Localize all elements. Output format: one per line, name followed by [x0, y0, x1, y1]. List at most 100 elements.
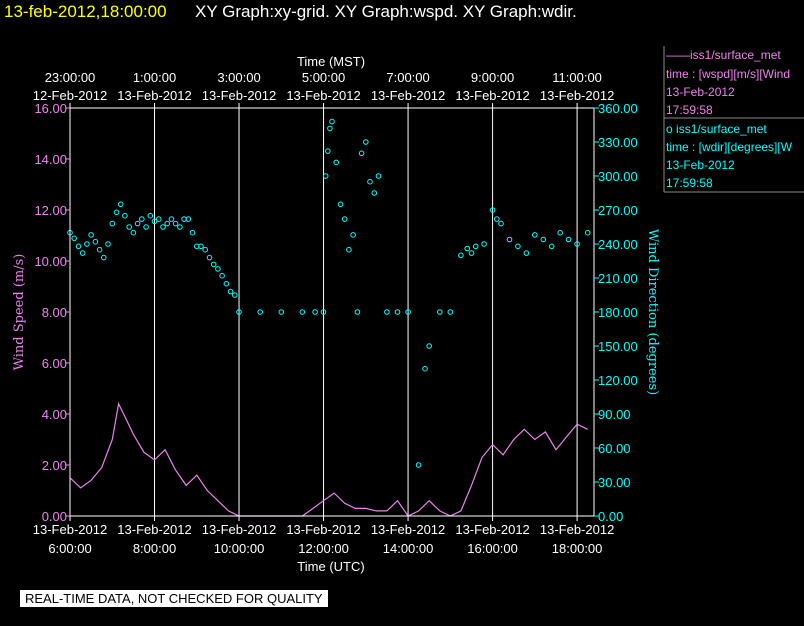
series-wdir-point — [437, 309, 443, 315]
x-tick-label-date: 13-Feb-2012 — [540, 522, 614, 537]
series-wdir-point — [532, 232, 538, 238]
quality-notice: REAL-TIME DATA, NOT CHECKED FOR QUALITY — [20, 590, 328, 607]
series-wdir-point — [367, 178, 373, 185]
series-wdir-point — [79, 250, 86, 256]
series-wdir-point — [523, 250, 530, 256]
legend-wdir-title: o iss1/surface_met — [666, 122, 767, 136]
x-tick-label-time: 8:00:00 — [133, 541, 176, 556]
y-tick-label-left: 2.00 — [42, 458, 67, 473]
y-tick-label-right: 240.00 — [598, 237, 638, 252]
series-wdir-point — [278, 309, 285, 315]
series-wdir-point — [88, 232, 94, 238]
series-wdir-point — [506, 236, 513, 243]
right-axis-ticks: 0.00 30.00 60.00 90.00 120.00 150.00 180.00 210… — [594, 101, 638, 524]
legend-wdir-date: 13-Feb-2012 — [666, 158, 735, 172]
series-wdir-point — [139, 216, 145, 222]
series-wdir-point — [584, 229, 591, 236]
series-wdir-point — [426, 343, 433, 349]
y-tick-label-right: 120.00 — [598, 373, 638, 388]
series-wdir-point — [574, 241, 580, 247]
y-tick-label-left: 14.00 — [34, 152, 67, 167]
series-wdir-point — [375, 173, 382, 179]
series-wdir-point — [540, 236, 547, 243]
series-wdir-point — [415, 462, 422, 468]
top-tick-label-date: 13-Feb-2012 — [540, 88, 614, 103]
series-wdir-point — [494, 216, 500, 222]
series-wdir-point — [134, 220, 141, 227]
series-wdir-point — [147, 212, 154, 219]
series-wdir-point — [113, 209, 120, 216]
x-tick-label-time: 12:00:00 — [298, 541, 349, 556]
series-wdir-point — [155, 216, 162, 222]
y-tick-label-right: 270.00 — [598, 203, 638, 218]
series-wdir-point — [350, 232, 356, 238]
legend-wspd-time: 17:59:58 — [666, 103, 713, 117]
series-wdir-point — [168, 216, 175, 222]
y-tick-label-left: 16.00 — [34, 101, 67, 116]
top-tick-label-date: 13-Feb-2012 — [455, 88, 529, 103]
x-axis-label-bottom: Time (UTC) — [297, 559, 364, 574]
series-wdir-point — [71, 235, 77, 242]
series-wdir-point — [172, 220, 179, 227]
series-wdir-point — [447, 309, 454, 315]
series-wdir-point — [105, 241, 111, 247]
top-tick-label-date: 13-Feb-2012 — [117, 88, 191, 103]
top-tick-label-time: 23:00:00 — [45, 70, 96, 85]
series-wdir-point — [329, 118, 335, 125]
legend-wdir-time: 17:59:58 — [666, 176, 713, 190]
series-wdir-point — [299, 309, 306, 315]
legend-wspd-field: time : [wspd][m/s][Wind — [666, 67, 791, 81]
bottom-axis-ticks: 13-Feb-2012 6:00:00 13-Feb-2012 8:00:00 13-F… — [33, 516, 614, 556]
series-wdir-point — [117, 201, 124, 208]
series-wdir-point — [325, 148, 331, 154]
left-axis-ticks: 0.00 2.00 4.00 6.00 8.00 10.00 12.00 14.00 16.00 — [34, 101, 70, 524]
y-tick-label-left: 12.00 — [34, 203, 67, 218]
series-wdir-point — [472, 243, 479, 250]
y-tick-label-left: 4.00 — [42, 407, 67, 422]
top-tick-label-time: 7:00:00 — [386, 70, 429, 85]
series-wdir-point — [84, 241, 90, 247]
series-wdir-point — [126, 224, 132, 230]
series-wdir-point — [363, 139, 369, 145]
series-wdir-point — [358, 150, 365, 157]
series-wdir-point — [219, 272, 225, 279]
series-wdir-point — [458, 252, 464, 259]
y-tick-label-right: 90.00 — [598, 407, 631, 422]
series-wdir-point — [206, 254, 213, 261]
legend-wspd-marker: —— — [666, 48, 690, 62]
top-tick-label-time: 1:00:00 — [133, 70, 176, 85]
legend-wdir-field: time : [wdir][degrees][W — [666, 140, 793, 154]
y-tick-label-left: 10.00 — [34, 254, 67, 269]
series-wdir-point — [327, 125, 333, 132]
series-wdir-point — [489, 207, 496, 213]
series-wdir-point — [333, 159, 340, 166]
series-wdir-point — [565, 236, 572, 243]
x-tick-label-time: 14:00:00 — [383, 541, 434, 556]
legend-wspd-name: iss1/surface_met — [690, 48, 781, 62]
series-wdir-point — [202, 246, 208, 253]
series-wdir-point — [215, 266, 221, 272]
series-wdir-point — [481, 241, 487, 247]
x-axis-label-top: Time (MST) — [297, 54, 365, 69]
series-wdir-point — [371, 190, 378, 196]
series-wdir-point — [227, 288, 234, 295]
top-tick-label-date: 12-Feb-2012 — [33, 88, 107, 103]
legend-wspd-title: ——iss1/surface_met — [666, 48, 781, 62]
series-wdir-point — [322, 173, 329, 179]
series-wdir-point — [548, 243, 555, 250]
series-wdir-point — [185, 216, 192, 222]
x-tick-label-time: 18:00:00 — [552, 541, 603, 556]
plot-frame — [69, 107, 595, 517]
series-wdir-point — [210, 261, 217, 268]
y-axis-label-left: Wind Speed (m/s) — [12, 254, 27, 371]
series-wdir-point — [515, 243, 521, 250]
series-wdir-point — [394, 309, 401, 315]
legend-wdir-marker: o — [666, 122, 673, 136]
y-tick-label-left: 8.00 — [42, 305, 67, 320]
header-timestamp: 13-feb-2012,18:00:00 — [4, 2, 167, 21]
series-wdir-point — [109, 220, 116, 227]
series-layer — [67, 118, 591, 517]
y-tick-label-right: 30.00 — [598, 475, 631, 490]
series-wdir-point — [232, 292, 238, 298]
